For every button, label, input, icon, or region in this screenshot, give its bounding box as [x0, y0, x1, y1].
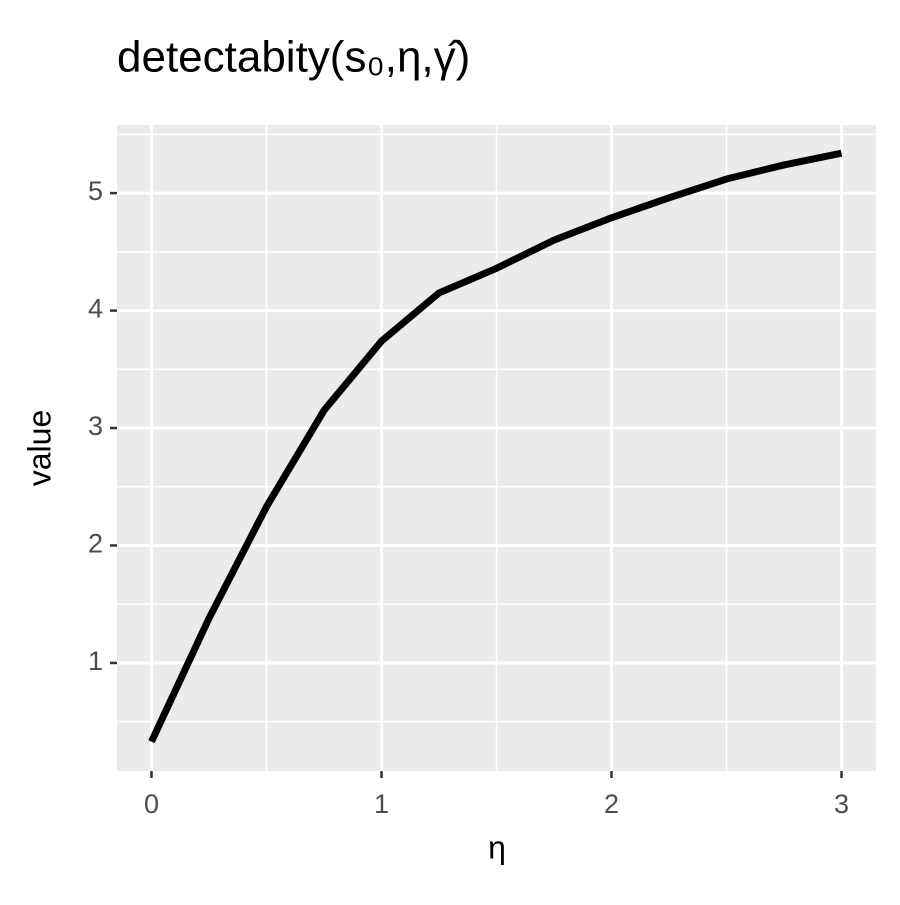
- x-tick-label: 1: [374, 789, 389, 819]
- x-tick-label: 3: [834, 789, 849, 819]
- chart-title: detectabity(s₀,η,γ̂): [117, 33, 470, 82]
- y-tick-label: 5: [88, 176, 103, 206]
- y-tick-label: 1: [88, 646, 103, 676]
- x-axis-label: η: [488, 829, 506, 865]
- data-line: [148, 149, 843, 744]
- y-axis-label: value: [21, 410, 57, 487]
- y-tick-label: 2: [88, 529, 103, 559]
- x-tick-label: 2: [604, 789, 619, 819]
- y-tick-label: 4: [88, 294, 103, 324]
- y-tick-label: 3: [88, 411, 103, 441]
- x-tick-label: 0: [144, 789, 159, 819]
